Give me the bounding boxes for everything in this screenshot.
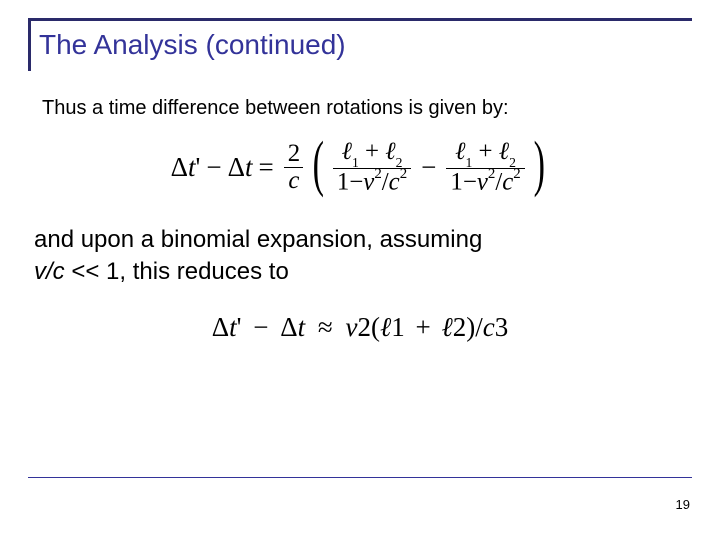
mid-text-line1: and upon a binomial expansion, assuming	[34, 226, 482, 253]
bottom-rule	[28, 477, 692, 478]
equation-2: Δt' − Δt ≈ v2(ℓ1 + ℓ2)/c3	[28, 312, 692, 343]
title-bar: The Analysis (continued)	[28, 18, 692, 71]
equation-1: Δt'−Δt = 2 c ( ℓ1 + ℓ2 1−v2/c2 − ℓ1 + ℓ2…	[28, 139, 692, 196]
slide-title: The Analysis (continued)	[39, 29, 692, 61]
intro-text: Thus a time difference between rotations…	[42, 95, 692, 121]
mid-text-line2b: << 1, this reduces to	[65, 258, 289, 285]
mid-text: and upon a binomial expansion, assuming …	[34, 224, 692, 289]
slide-container: The Analysis (continued) Thus a time dif…	[0, 0, 720, 540]
page-number: 19	[676, 497, 690, 512]
mid-text-vc: v/c	[34, 258, 65, 285]
